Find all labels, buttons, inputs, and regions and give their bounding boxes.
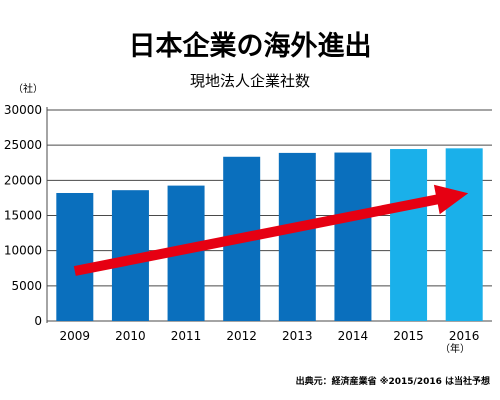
bar-2009 — [56, 192, 94, 321]
y-tick-label: 25000 — [4, 138, 42, 152]
x-axis-ticks: 2009 2010 2011 2012 2013 2014 2015 2016 — [60, 329, 480, 343]
x-tick-label: 2016 — [449, 329, 480, 343]
bar-2016 — [445, 148, 483, 321]
y-tick-label: 15000 — [4, 209, 42, 223]
y-tick-label: 0 — [34, 314, 42, 328]
chart-title: 日本企業の海外進出 — [129, 30, 372, 62]
trend-arrow — [73, 184, 469, 276]
x-tick-label: 2015 — [393, 329, 424, 343]
x-tick-label: 2012 — [226, 329, 257, 343]
x-axis-unit: （年） — [440, 342, 470, 355]
y-tick-label: 30000 — [4, 103, 42, 117]
x-tick-label: 2010 — [115, 329, 146, 343]
x-tick-label: 2014 — [338, 329, 369, 343]
y-axis-ticks: 0 5000 10000 15000 20000 25000 30000 — [4, 103, 42, 328]
x-tick-label: 2013 — [282, 329, 313, 343]
bar-2014 — [334, 152, 372, 321]
source-note: 出典元：経済産業省 ※2015/2016 は当社予想 — [296, 375, 490, 387]
y-tick-label: 10000 — [4, 244, 42, 258]
x-tick-label: 2011 — [171, 329, 202, 343]
bar-2015 — [390, 149, 428, 321]
bar-2013 — [278, 152, 316, 321]
chart-subtitle: 現地法人企業社数 — [190, 72, 310, 90]
y-axis-unit: （社） — [13, 82, 43, 95]
trend-arrow-shape — [73, 184, 469, 276]
y-tick-label: 20000 — [4, 173, 42, 187]
y-tick-label: 5000 — [11, 279, 42, 293]
x-tick-label: 2009 — [60, 329, 91, 343]
